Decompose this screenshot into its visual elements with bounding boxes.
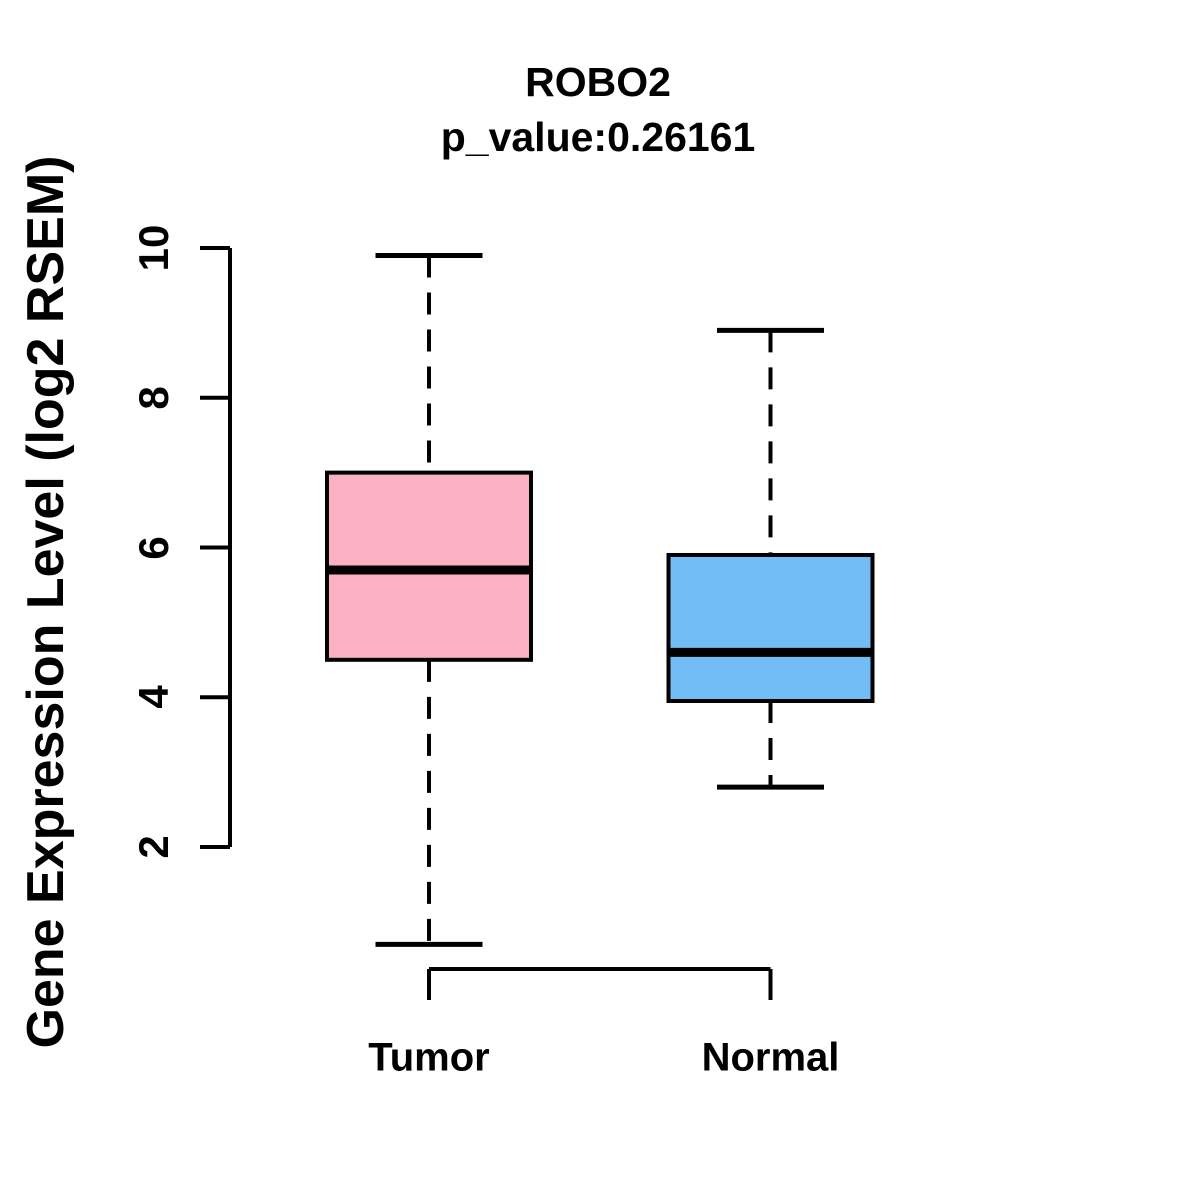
y-tick-label-2: 2 (130, 835, 177, 859)
y-tick-label-8: 8 (130, 386, 177, 410)
box-normal (666, 552, 875, 703)
y-tick-label-4: 4 (130, 685, 177, 709)
x-category-label-tumor: Tumor (368, 1035, 490, 1080)
x-category-label-normal: Normal (701, 1035, 840, 1080)
chart-subtitle-pvalue: p_value:0.26161 (440, 114, 756, 160)
y-tick-label-10: 10 (130, 224, 177, 272)
chart-title: ROBO2 (525, 59, 671, 105)
title-block: ROBO2 p_value:0.26161 (441, 62, 756, 158)
y-axis-label: Gene Expression Level (log2 RSEM) (17, 155, 75, 1049)
y-tick-label-6: 6 (130, 535, 177, 560)
